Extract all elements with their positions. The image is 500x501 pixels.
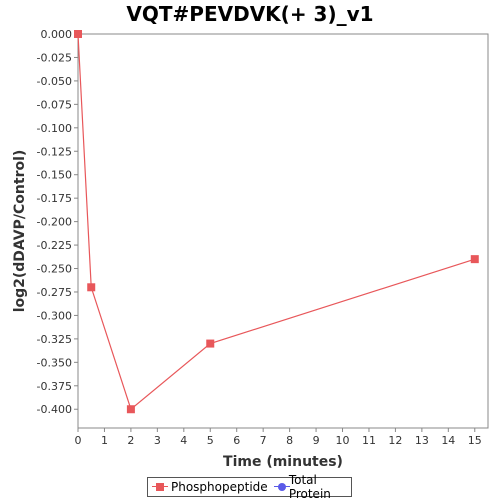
y-tick-label: -0.375 bbox=[37, 380, 72, 393]
y-tick-label: -0.025 bbox=[37, 51, 72, 64]
x-tick-label: 11 bbox=[362, 434, 376, 447]
x-tick-label: 2 bbox=[127, 434, 134, 447]
x-tick-label: 7 bbox=[260, 434, 267, 447]
data-point bbox=[470, 255, 479, 264]
data-point bbox=[206, 339, 215, 348]
legend-swatch-square-icon bbox=[152, 482, 168, 492]
x-tick-label: 15 bbox=[468, 434, 482, 447]
legend-item-phosphopeptide: Phosphopeptide bbox=[152, 480, 268, 494]
legend-swatch-circle-icon bbox=[273, 482, 290, 492]
x-tick-label: 12 bbox=[388, 434, 402, 447]
x-tick-label: 8 bbox=[286, 434, 293, 447]
y-tick-label: -0.175 bbox=[37, 192, 72, 205]
chart-legend: Phosphopeptide Total Protein bbox=[147, 473, 352, 501]
y-tick-label: -0.050 bbox=[37, 75, 72, 88]
data-point bbox=[87, 283, 96, 292]
x-tick-label: 10 bbox=[336, 434, 350, 447]
y-tick-label: -0.225 bbox=[37, 239, 72, 252]
x-tick-label: 14 bbox=[441, 434, 455, 447]
plot-area bbox=[77, 33, 489, 429]
y-tick-label: -0.125 bbox=[37, 145, 72, 158]
legend-label: Total Protein bbox=[288, 473, 331, 501]
x-tick-label: 3 bbox=[154, 434, 161, 447]
legend-item-total-protein: Total Protein bbox=[273, 473, 345, 501]
x-tick-label: 5 bbox=[207, 434, 214, 447]
x-tick-label: 13 bbox=[415, 434, 429, 447]
legend-label: Phosphopeptide bbox=[171, 480, 268, 494]
y-tick-label: -0.075 bbox=[37, 98, 72, 111]
x-axis-label: Time (minutes) bbox=[223, 454, 343, 470]
y-tick-label: -0.400 bbox=[37, 403, 72, 416]
y-axis-label: log2(dDAVP/Control) bbox=[12, 150, 28, 313]
data-point bbox=[126, 405, 135, 414]
y-tick-label: -0.300 bbox=[37, 309, 72, 322]
y-tick-label: -0.275 bbox=[37, 286, 72, 299]
x-tick-label: 4 bbox=[180, 434, 187, 447]
x-tick-label: 9 bbox=[313, 434, 320, 447]
y-tick-label: -0.350 bbox=[37, 356, 72, 369]
y-tick-label: -0.250 bbox=[37, 263, 72, 276]
y-tick-label: 0.000 bbox=[41, 28, 73, 41]
x-tick-label: 6 bbox=[233, 434, 240, 447]
y-tick-label: -0.100 bbox=[37, 122, 72, 135]
x-tick-label: 1 bbox=[101, 434, 108, 447]
data-point bbox=[74, 30, 82, 38]
y-tick-label: -0.325 bbox=[37, 333, 72, 346]
y-tick-label: -0.150 bbox=[37, 169, 72, 182]
chart-title: VQT#PEVDVK(+ 3)_v1 bbox=[126, 2, 374, 26]
x-tick-label: 0 bbox=[75, 434, 82, 447]
y-tick-label: -0.200 bbox=[37, 216, 72, 229]
